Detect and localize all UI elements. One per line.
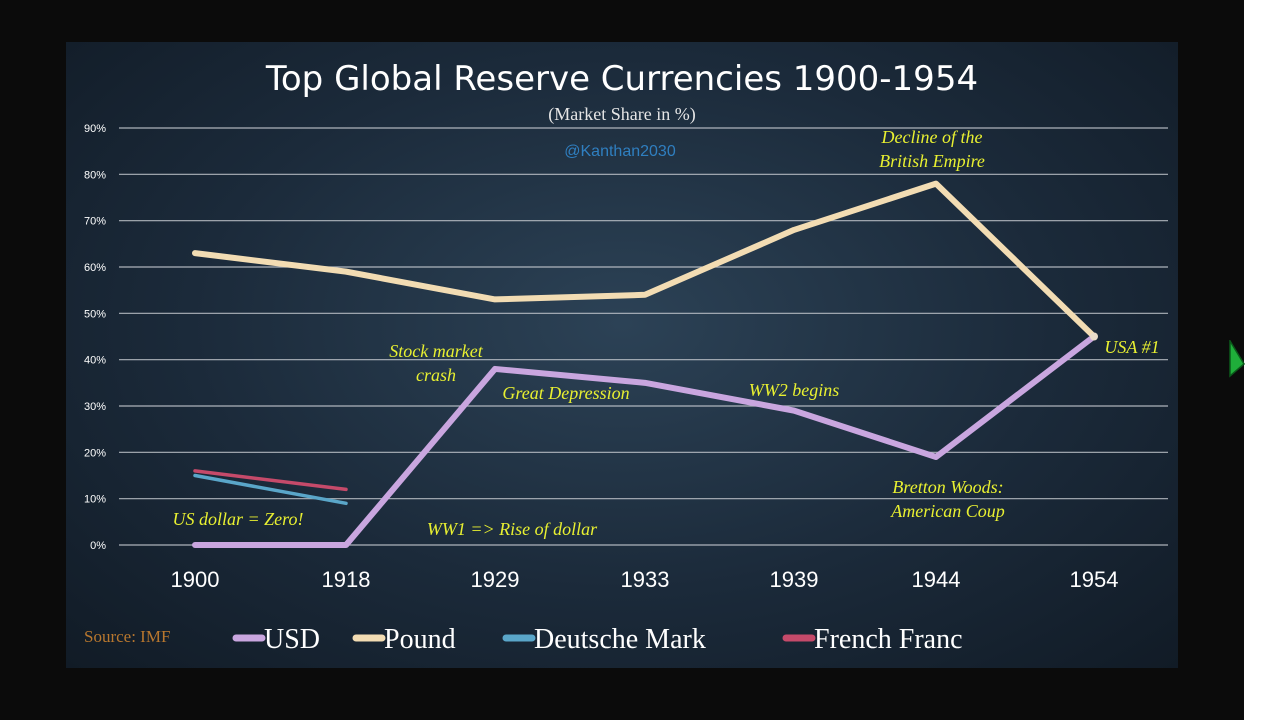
annotation-label: Stock market crash bbox=[389, 341, 483, 385]
annotation-line: Great Depression bbox=[502, 383, 629, 403]
annotation-label: US dollar = Zero! bbox=[173, 509, 304, 529]
y-tick-label: 30% bbox=[84, 401, 106, 413]
y-tick-label: 80% bbox=[84, 169, 106, 181]
annotation-line: WW2 begins bbox=[749, 380, 839, 400]
legend-label: French Franc bbox=[814, 624, 963, 655]
annotation-label: USA #1 bbox=[1104, 337, 1159, 357]
annotation-line: Bretton Woods: bbox=[892, 477, 1003, 497]
legend-label: Pound bbox=[384, 624, 456, 655]
legend-label: USD bbox=[264, 624, 320, 655]
source-label: Source: IMF bbox=[84, 627, 170, 646]
annotation-label: WW2 begins bbox=[749, 380, 839, 400]
convergence-point bbox=[1090, 332, 1098, 341]
annotation-line: US dollar = Zero! bbox=[173, 509, 304, 529]
reserve-currency-chart: Top Global Reserve Currencies 1900-1954 (… bbox=[84, 59, 1168, 655]
annotation-line: Decline of the bbox=[881, 127, 983, 147]
series-line-french-franc bbox=[193, 469, 348, 492]
annotation-label: WW1 => Rise of dollar bbox=[427, 519, 598, 539]
annotation-label: Great Depression bbox=[502, 383, 629, 403]
x-tick-label: 1939 bbox=[770, 567, 819, 592]
annotation-label: Decline of the British Empire bbox=[879, 127, 985, 171]
series-line-usd bbox=[192, 333, 1097, 548]
y-tick-label: 0% bbox=[90, 540, 106, 552]
y-tick-label: 60% bbox=[84, 262, 106, 274]
x-tick-label: 1918 bbox=[322, 567, 371, 592]
y-tick-label: 90% bbox=[84, 123, 106, 135]
chart-title: Top Global Reserve Currencies 1900-1954 bbox=[265, 59, 978, 99]
y-tick-label: 10% bbox=[84, 494, 106, 506]
y-tick-label: 70% bbox=[84, 216, 106, 228]
legend-label: Deutsche Mark bbox=[534, 624, 706, 655]
watermark-text: @Kanthan2030 bbox=[564, 143, 676, 160]
window-edge bbox=[1244, 0, 1280, 720]
y-tick-label: 20% bbox=[84, 447, 106, 459]
annotation-line: British Empire bbox=[879, 151, 985, 171]
x-tick-label: 1929 bbox=[471, 567, 520, 592]
chart-slide: Top Global Reserve Currencies 1900-1954 (… bbox=[66, 42, 1178, 668]
series-line-pound bbox=[192, 180, 1097, 340]
series-line-deutsche-mark bbox=[193, 473, 348, 506]
mouse-cursor-icon bbox=[1229, 340, 1245, 378]
annotation-label: Bretton Woods: American Coup bbox=[890, 477, 1004, 521]
x-tick-label: 1900 bbox=[171, 567, 220, 592]
chart-subtitle: (Market Share in %) bbox=[548, 104, 695, 125]
y-tick-label: 40% bbox=[84, 355, 106, 367]
x-tick-label: 1944 bbox=[912, 567, 961, 592]
y-tick-label: 50% bbox=[84, 308, 106, 320]
x-tick-label: 1933 bbox=[621, 567, 670, 592]
x-tick-label: 1954 bbox=[1070, 567, 1119, 592]
annotation-line: WW1 => Rise of dollar bbox=[427, 519, 598, 539]
annotation-line: American Coup bbox=[890, 501, 1004, 521]
annotation-line: crash bbox=[416, 365, 456, 385]
annotation-line: USA #1 bbox=[1104, 337, 1159, 357]
annotation-line: Stock market bbox=[389, 341, 483, 361]
